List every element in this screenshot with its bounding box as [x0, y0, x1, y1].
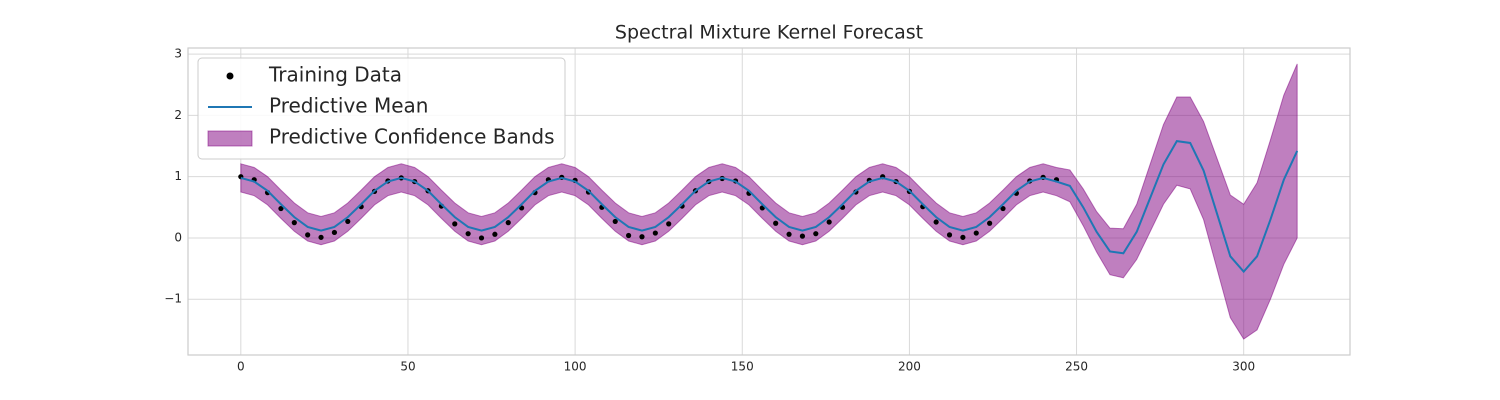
y-tick-label: 1	[174, 169, 182, 183]
x-tick-label: 50	[400, 360, 415, 374]
training-point	[612, 218, 618, 225]
legend-label: Predictive Confidence Bands	[269, 125, 555, 149]
mean-line	[240, 140, 1299, 274]
training-point	[799, 233, 806, 239]
training-point	[505, 220, 511, 226]
x-tick-label: 200	[898, 360, 921, 374]
x-tick-label: 300	[1232, 360, 1255, 374]
training-point	[492, 231, 498, 237]
y-tick-label: −1	[164, 292, 182, 306]
training-point	[987, 220, 993, 226]
legend-key	[207, 130, 253, 147]
training-point	[478, 235, 485, 241]
x-tick-label: 0	[237, 360, 245, 374]
training-point	[639, 234, 645, 240]
legend: Training Data Predictive Mean Predictive C…	[197, 57, 566, 160]
training-point	[625, 232, 632, 239]
training-point	[960, 234, 966, 240]
training-point	[813, 231, 819, 237]
training-point	[465, 231, 471, 237]
plot-frame	[187, 47, 1351, 356]
legend-label: Training Data	[268, 63, 402, 87]
training-point	[946, 232, 953, 238]
training-point	[666, 221, 672, 227]
training-point	[331, 229, 338, 236]
legend-box	[197, 57, 566, 160]
training-point	[786, 231, 792, 237]
x-tick-label: 100	[564, 360, 587, 374]
training-point	[652, 230, 658, 236]
training-point	[1000, 205, 1006, 212]
training-point	[773, 220, 779, 226]
x-tick-label: 250	[1065, 360, 1088, 374]
chart-title: Spectral Mixture Kernel Forecast	[615, 22, 923, 44]
training-point	[278, 205, 284, 212]
training-point	[291, 220, 297, 226]
training-point	[345, 218, 351, 225]
y-tick-label: 2	[174, 108, 182, 122]
training-point	[305, 232, 311, 238]
y-tick-label: 3	[174, 47, 182, 61]
confidence-band	[240, 63, 1298, 340]
training-point	[973, 230, 979, 236]
training-point	[826, 219, 832, 225]
x-tick-label: 150	[731, 360, 754, 374]
training-point	[933, 219, 939, 225]
legend-key	[226, 72, 234, 80]
legend-label: Predictive Mean	[269, 94, 428, 118]
training-point	[318, 234, 324, 240]
y-tick-label: 0	[174, 230, 182, 244]
training-point	[452, 221, 458, 227]
